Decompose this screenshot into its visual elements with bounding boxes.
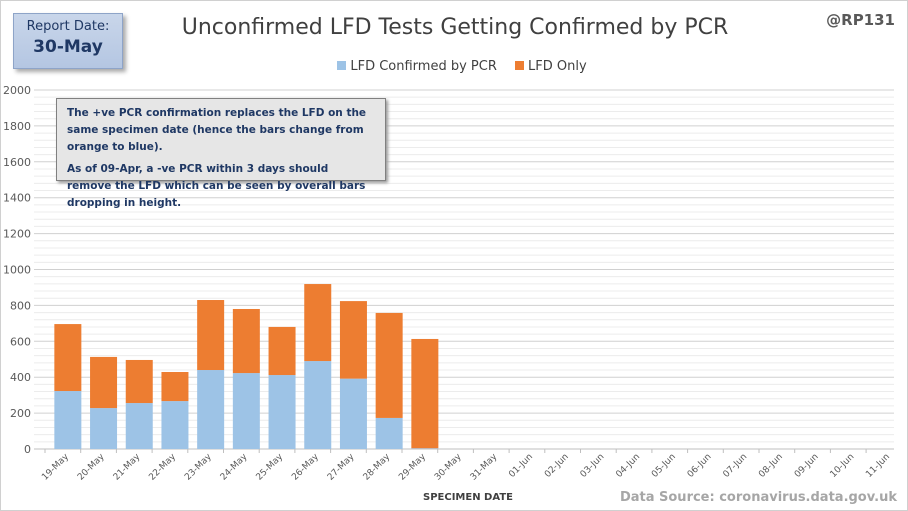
legend: LFD Confirmed by PCR LFD Only [1,59,907,74]
x-tick-label: 01-Jun [507,452,535,480]
y-tick-label: 1800 [3,120,31,133]
y-tick-label: 0 [24,443,31,456]
x-tick-label: 21-May [112,452,143,483]
x-tick-label: 22-May [147,452,178,483]
bar-lfd-only [268,326,296,376]
x-tick-label: 06-Jun [686,452,714,480]
x-tick-label: 02-Jun [543,452,571,480]
x-tick-label: 30-May [433,452,464,483]
x-tick-label: 05-Jun [650,452,678,480]
x-tick-label: 31-May [469,452,500,483]
y-tick-label: 800 [10,299,31,312]
x-tick-label: 25-May [255,452,286,483]
x-tick-label: 29-May [397,452,428,483]
x-tick-label: 24-May [219,452,250,483]
y-tick-label: 1400 [3,192,31,205]
bar-lfd-only [411,338,439,449]
y-tick-label: 2000 [3,84,31,97]
x-axis-title: SPECIMEN DATE [423,492,513,503]
annotation-line-2: As of 09-Apr, a -ve PCR within 3 days sh… [67,163,366,209]
bar-confirmed [339,378,367,449]
bar-confirmed [268,375,296,449]
bar-confirmed [125,403,153,449]
y-tick-label: 1200 [3,228,31,241]
x-tick-label: 10-Jun [829,452,857,480]
x-tick-label: 19-May [40,452,71,483]
bar-confirmed [197,370,225,449]
bar-lfd-only [161,371,189,402]
x-tick-label: 09-Jun [793,452,821,480]
bar-confirmed [161,401,189,449]
bar-confirmed [375,417,403,449]
y-tick-label: 200 [10,407,31,420]
bar-lfd-only [125,359,153,404]
x-tick-label: 27-May [326,452,357,483]
chart-title: Unconfirmed LFD Tests Getting Confirmed … [181,15,729,40]
report-date-box: Report Date: 30-May [13,13,123,69]
x-tick-label: 23-May [183,452,214,483]
x-tick-label: 20-May [76,452,107,483]
bar-confirmed [232,373,260,449]
bar-confirmed [411,448,439,449]
legend-label-confirmed: LFD Confirmed by PCR [350,59,497,74]
x-tick-label: 28-May [362,452,393,483]
annotation-line-1: The +ve PCR confirmation replaces the LF… [67,107,367,153]
x-tick-label: 11-Jun [864,452,892,480]
x-tick-label: 03-Jun [579,452,607,480]
x-tick-label: 04-Jun [614,452,642,480]
x-tick-label: 07-Jun [722,452,750,480]
legend-swatch-lfd-only [515,61,524,70]
x-tick-label: 08-Jun [757,452,785,480]
legend-label-lfd-only: LFD Only [528,59,587,74]
bar-lfd-only [375,312,403,418]
bar-lfd-only [339,301,367,379]
x-tick-label: 26-May [290,452,321,483]
annotation-box: The +ve PCR confirmation replaces the LF… [56,98,386,209]
data-source: Data Source: coronavirus.data.gov.uk [619,490,897,505]
bar-confirmed [54,391,82,449]
report-date-label: Report Date: [26,19,110,34]
bar-lfd-only [304,284,332,362]
bar-confirmed [304,361,332,449]
report-date-value: 30-May [33,37,103,57]
bar-confirmed [90,408,118,449]
author-handle: @RP131 [826,11,895,29]
y-tick-label: 1600 [3,156,31,169]
bar-lfd-only [90,356,118,409]
bar-lfd-only [54,324,82,392]
legend-swatch-confirmed [337,61,347,70]
bar-lfd-only [197,300,225,371]
y-tick-label: 400 [10,371,31,384]
bar-lfd-only [232,308,260,374]
y-tick-label: 600 [10,335,31,348]
y-tick-label: 1000 [3,264,31,277]
